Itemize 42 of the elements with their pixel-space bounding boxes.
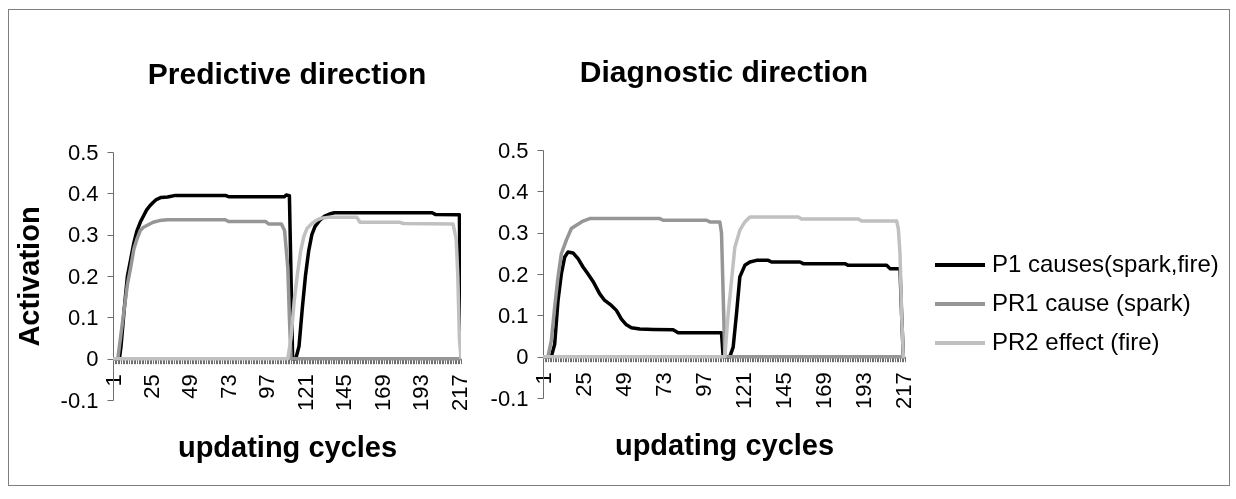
x-tick-label: 121: [730, 372, 756, 409]
y-tick-label: 0: [516, 344, 529, 370]
x-tick-label: 73: [650, 372, 676, 397]
y-tick-label: 0.5: [497, 137, 529, 163]
x-tick-label: 25: [138, 374, 164, 399]
chart-title: Diagnostic direction: [579, 55, 869, 88]
y-tick-label: -0.1: [60, 387, 99, 413]
y-tick-label: -0.1: [490, 385, 529, 411]
y-tick-label: 0.2: [497, 261, 529, 287]
x-axis-title: updating cycles: [614, 428, 835, 461]
x-tick-label: 169: [810, 372, 836, 409]
x-tick-label: 193: [408, 374, 434, 411]
legend-label: PR1 cause (spark): [992, 289, 1191, 317]
y-tick-label: 0.1: [67, 304, 99, 330]
x-tick-label: 217: [890, 372, 916, 409]
y-tick-label: 0.3: [67, 222, 99, 248]
x-tick-label: 1: [100, 374, 126, 387]
y-tick-label: 0: [86, 346, 99, 372]
x-tick-label: 193: [850, 372, 876, 409]
x-tick-label: 217: [446, 374, 472, 411]
x-tick-label: 1: [530, 372, 556, 385]
y-tick-label: 0.2: [67, 263, 99, 289]
x-tick-label: 49: [177, 374, 203, 399]
x-tick-label: 25: [570, 372, 596, 397]
x-tick-label: 97: [690, 372, 716, 397]
y-tick-label: 0.4: [497, 178, 529, 204]
x-tick-label: 145: [331, 374, 357, 411]
x-tick-label: 145: [770, 372, 796, 409]
y-tick-label: 0.5: [67, 139, 99, 165]
x-axis-title: updating cycles: [177, 430, 398, 463]
chart-title: Predictive direction: [147, 57, 427, 90]
y-tick-label: 0.1: [497, 302, 529, 328]
y-axis-title: Activation: [12, 206, 45, 347]
legend-label: PR2 effect (fire): [992, 328, 1160, 356]
x-tick-label: 97: [254, 374, 280, 399]
x-tick-label: 49: [610, 372, 636, 397]
legend-label: P1 causes(spark,fire): [992, 250, 1219, 278]
x-tick-label: 169: [369, 374, 395, 411]
x-tick-label: 73: [215, 374, 241, 399]
x-tick-label: 121: [292, 374, 318, 411]
y-tick-label: 0.3: [497, 220, 529, 246]
y-tick-label: 0.4: [67, 180, 99, 206]
